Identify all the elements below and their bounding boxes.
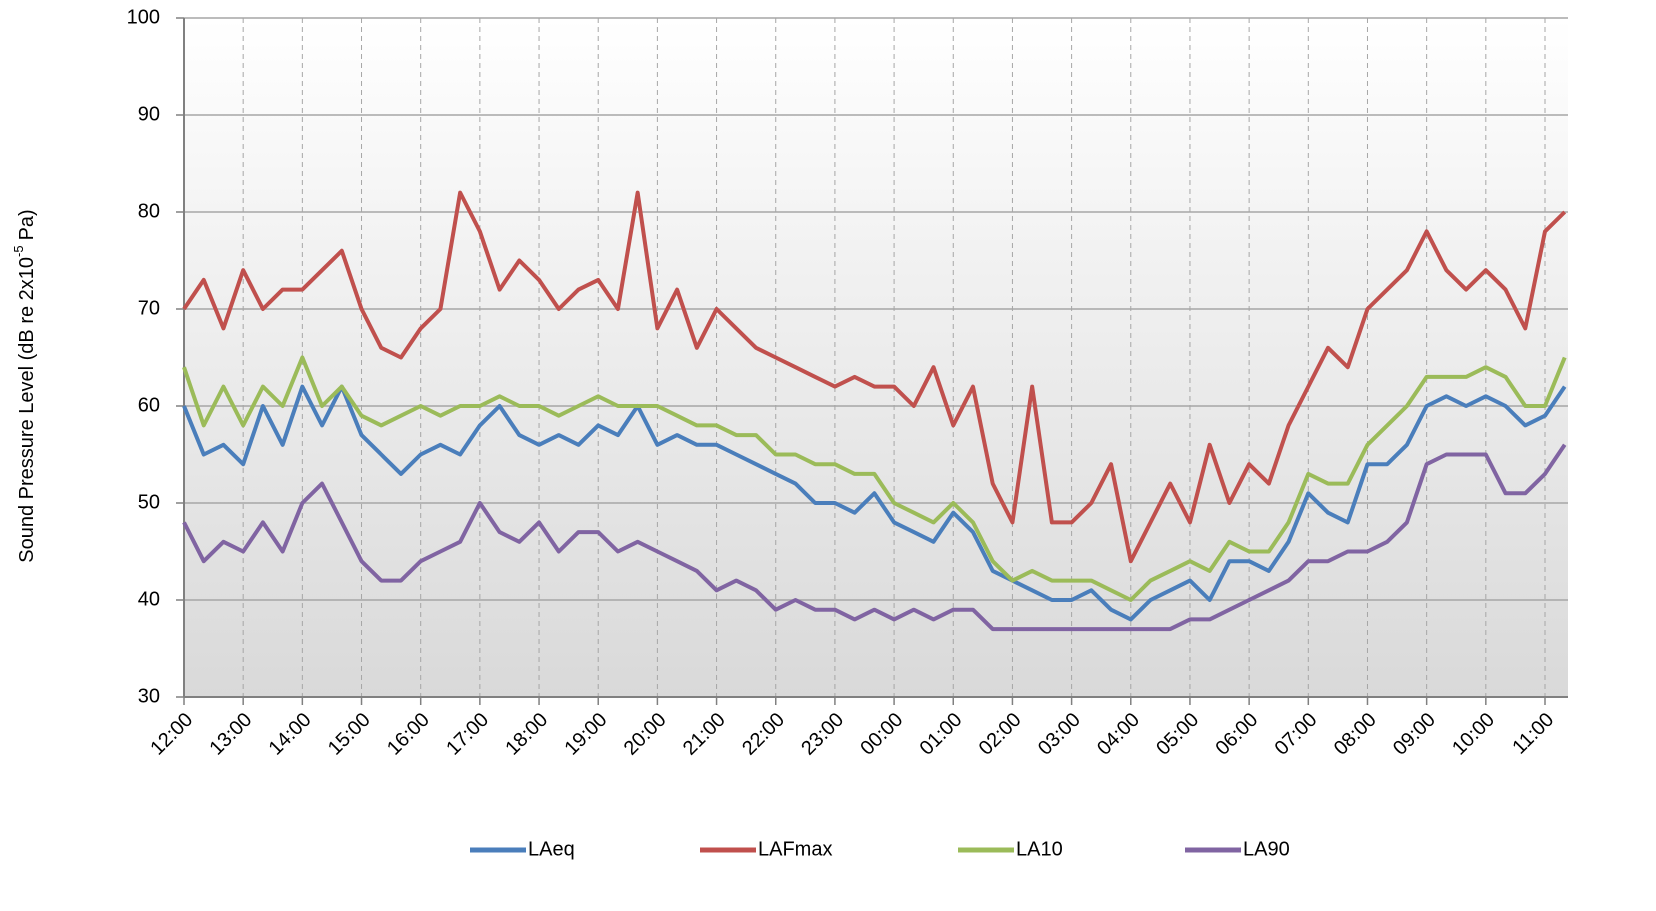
x-tick-label: 09:00 (1389, 709, 1440, 760)
series-line (182, 355, 1567, 602)
x-tick-label: 23:00 (797, 709, 848, 760)
plot-area (184, 18, 1568, 697)
x-tick-label: 17:00 (442, 709, 493, 760)
series-line (182, 190, 1567, 564)
x-tick-label: 20:00 (620, 709, 671, 760)
x-tick-label: 03:00 (1034, 709, 1085, 760)
x-tick-label: 12:00 (146, 709, 197, 760)
y-tick-label: 50 (138, 491, 160, 513)
y-tick-label: 60 (138, 394, 160, 416)
x-tick-label: 16:00 (383, 709, 434, 760)
x-tick-label: 01:00 (916, 709, 967, 760)
x-tick-label: 04:00 (1093, 709, 1144, 760)
y-tick-label: 90 (138, 103, 160, 125)
y-tick-label: 40 (138, 588, 160, 610)
x-tick-label: 11:00 (1508, 709, 1558, 759)
x-tick-label: 07:00 (1271, 709, 1322, 760)
legend-label: LAFmax (758, 838, 832, 860)
y-axis-label: Sound Pressure Level (dB re 2x10-5 Pa) (11, 209, 38, 562)
y-tick-label: 70 (138, 297, 160, 319)
y-label-text: Sound Pressure Level (dB re 2x10 (16, 257, 38, 563)
series-line (182, 384, 1567, 622)
x-tick-label: 08:00 (1330, 709, 1381, 760)
y-label-exponent: -5 (11, 245, 26, 257)
x-tick-label: 02:00 (975, 709, 1026, 760)
x-tick-label: 22:00 (738, 709, 789, 760)
y-tick-label: 100 (127, 6, 160, 28)
x-tick-label: 19:00 (561, 709, 612, 760)
x-tick-label: 05:00 (1152, 709, 1203, 760)
legend-label: LA10 (1016, 838, 1063, 860)
y-tick-label: 80 (138, 200, 160, 222)
y-label-unit: Pa) (16, 209, 38, 240)
y-tick-label: 30 (138, 685, 160, 707)
x-tick-label: 15:00 (324, 709, 375, 760)
x-tick-label: 21:00 (679, 709, 730, 760)
x-tick-label: 06:00 (1211, 709, 1262, 760)
series-line (182, 443, 1567, 632)
legend-label: LA90 (1243, 838, 1290, 860)
x-tick-label: 13:00 (205, 709, 256, 760)
x-tick-label: 00:00 (856, 709, 907, 760)
legend-label: LAeq (528, 838, 575, 860)
x-tick-label: 10:00 (1448, 709, 1499, 760)
x-tick-label: 14:00 (265, 709, 316, 760)
x-tick-label: 18:00 (501, 709, 552, 760)
